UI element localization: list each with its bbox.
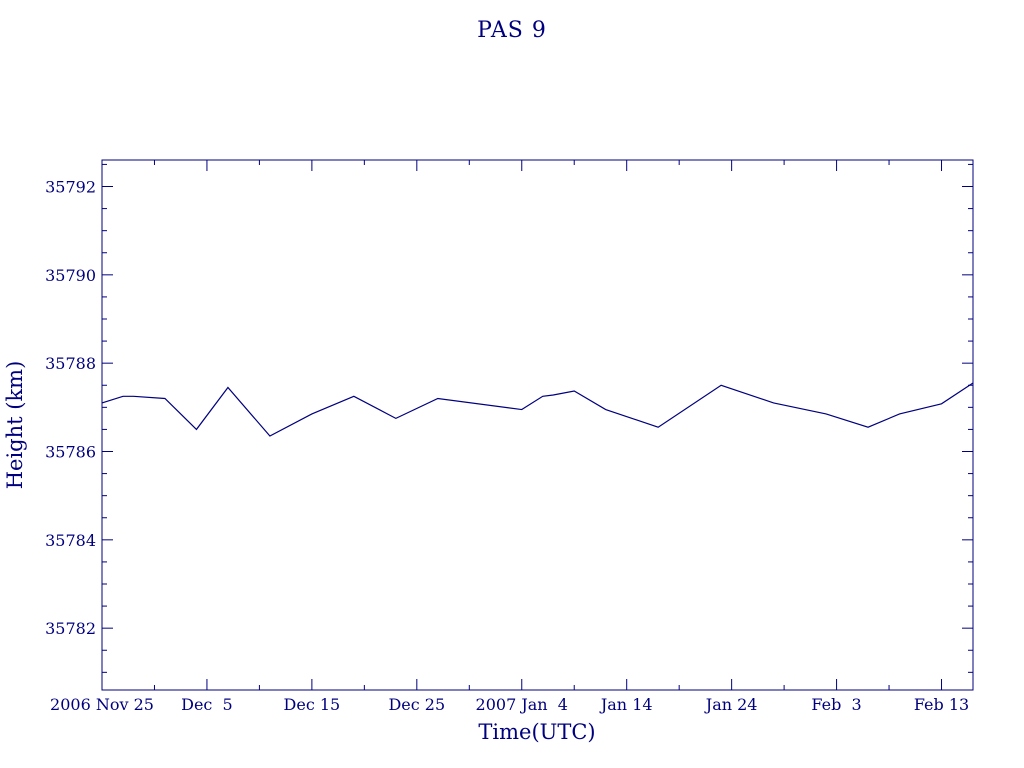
y-tick-label: 35782	[45, 619, 96, 638]
x-tick-label: 2006 Nov 25	[50, 695, 154, 714]
chart-title: PAS 9	[477, 18, 547, 43]
plot-frame	[101, 159, 974, 691]
y-tick-label: 35792	[45, 178, 96, 197]
y-tick-label: 35786	[45, 443, 96, 462]
x-axis-label: Time(UTC)	[478, 720, 595, 744]
x-axis: 2006 Nov 25 Dec 5 Dec 15 Dec 25 2007 Jan 4 Ja…	[50, 160, 969, 714]
x-tick-label: Dec 25	[388, 695, 445, 714]
height-series-line	[101, 382, 974, 437]
y-axis-label: Height (km)	[3, 361, 27, 490]
y-tick-label: 35788	[45, 354, 96, 373]
y-tick-label: 35790	[45, 266, 96, 285]
x-tick-label: Feb 13	[914, 695, 969, 714]
x-tick-label: Jan 24	[704, 695, 758, 714]
y-axis: 35782 35784 35786 35788 35790 35792	[45, 163, 973, 673]
x-tick-label: Dec 15	[284, 695, 341, 714]
y-tick-label: 35784	[45, 531, 96, 550]
x-tick-label: Jan 14	[599, 695, 653, 714]
x-tick-label: Dec 5	[181, 695, 233, 714]
x-tick-label: Feb 3	[811, 695, 861, 714]
x-tick-label: 2007 Jan 4	[476, 695, 568, 714]
